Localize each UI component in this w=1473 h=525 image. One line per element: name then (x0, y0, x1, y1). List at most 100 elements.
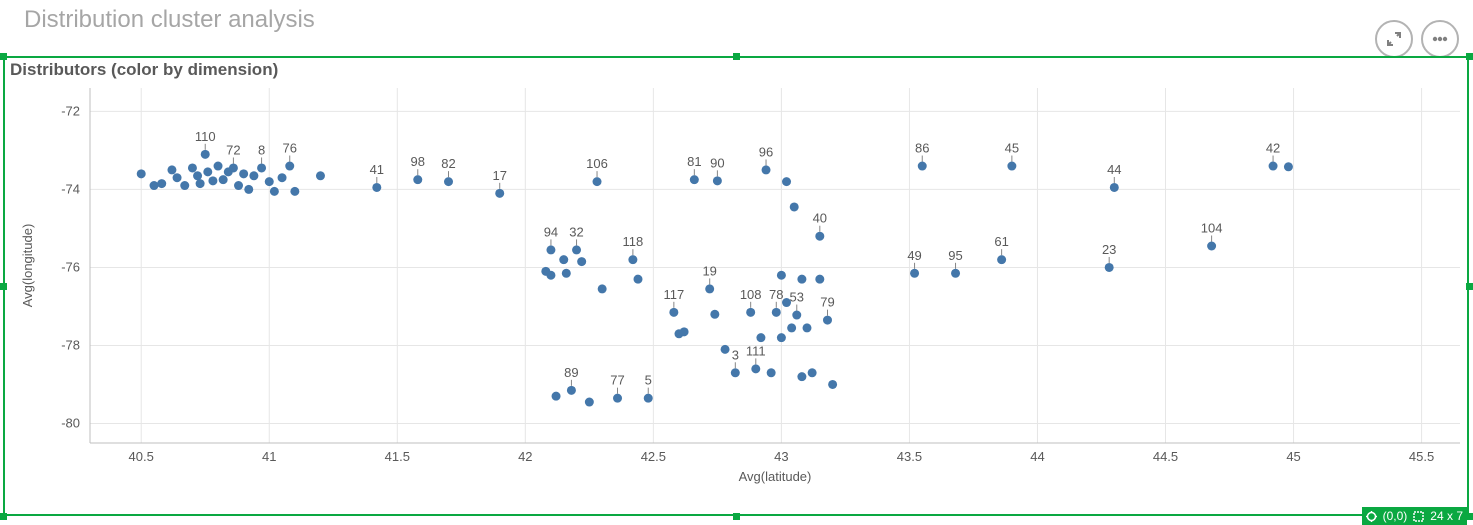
data-point[interactable] (721, 345, 730, 354)
data-point[interactable] (1207, 241, 1216, 250)
data-point[interactable] (193, 171, 202, 180)
data-point[interactable] (577, 257, 586, 266)
data-point[interactable] (690, 175, 699, 184)
data-point[interactable] (572, 245, 581, 254)
data-point[interactable] (208, 176, 217, 185)
data-point[interactable] (918, 162, 927, 171)
scatter-plot[interactable]: 40.54141.54242.54343.54444.54545.5-80-78… (90, 88, 1460, 501)
data-point[interactable] (628, 255, 637, 264)
data-point[interactable] (249, 171, 258, 180)
data-point[interactable] (797, 275, 806, 284)
data-point[interactable] (713, 176, 722, 185)
data-point[interactable] (815, 275, 824, 284)
data-point[interactable] (219, 175, 228, 184)
fullscreen-button[interactable] (1375, 20, 1413, 58)
data-point[interactable] (815, 232, 824, 241)
data-point[interactable] (495, 189, 504, 198)
x-tick-label: 44.5 (1153, 449, 1178, 464)
data-point[interactable] (239, 169, 248, 178)
data-point[interactable] (1269, 162, 1278, 171)
data-point[interactable] (188, 163, 197, 172)
data-point[interactable] (792, 311, 801, 320)
data-point[interactable] (593, 177, 602, 186)
data-point[interactable] (777, 333, 786, 342)
data-point[interactable] (567, 386, 576, 395)
data-point[interactable] (546, 271, 555, 280)
data-point[interactable] (203, 167, 212, 176)
selection-handle[interactable] (733, 53, 740, 60)
data-point[interactable] (680, 327, 689, 336)
more-options-button[interactable] (1421, 20, 1459, 58)
data-point[interactable] (1007, 162, 1016, 171)
data-point[interactable] (278, 173, 287, 182)
data-point[interactable] (644, 394, 653, 403)
data-point[interactable] (598, 284, 607, 293)
data-point[interactable] (201, 150, 210, 159)
data-point[interactable] (257, 163, 266, 172)
data-point[interactable] (767, 368, 776, 377)
data-point[interactable] (444, 177, 453, 186)
data-point[interactable] (762, 165, 771, 174)
selection-handle[interactable] (0, 513, 7, 520)
selection-handle[interactable] (733, 513, 740, 520)
data-point[interactable] (1105, 263, 1114, 272)
data-point[interactable] (270, 187, 279, 196)
data-point[interactable] (214, 162, 223, 171)
data-point[interactable] (196, 179, 205, 188)
data-point[interactable] (265, 177, 274, 186)
data-point[interactable] (585, 398, 594, 407)
data-point[interactable] (167, 165, 176, 174)
data-point[interactable] (150, 181, 159, 190)
data-point[interactable] (705, 284, 714, 293)
selection-handle[interactable] (1466, 513, 1473, 520)
data-point[interactable] (559, 255, 568, 264)
data-point[interactable] (137, 169, 146, 178)
data-point[interactable] (613, 394, 622, 403)
selection-handle[interactable] (0, 53, 7, 60)
data-point[interactable] (797, 372, 806, 381)
data-point[interactable] (562, 269, 571, 278)
data-point[interactable] (372, 183, 381, 192)
data-point[interactable] (772, 308, 781, 317)
data-point[interactable] (316, 171, 325, 180)
data-point[interactable] (751, 364, 760, 373)
data-point[interactable] (1110, 183, 1119, 192)
data-point[interactable] (823, 316, 832, 325)
data-point[interactable] (173, 173, 182, 182)
data-point[interactable] (997, 255, 1006, 264)
data-point[interactable] (244, 185, 253, 194)
data-point[interactable] (808, 368, 817, 377)
data-point[interactable] (669, 308, 678, 317)
x-tick-label: 41 (262, 449, 276, 464)
data-point[interactable] (413, 175, 422, 184)
data-point[interactable] (756, 333, 765, 342)
data-point[interactable] (731, 368, 740, 377)
data-point[interactable] (746, 308, 755, 317)
selection-handle[interactable] (1466, 283, 1473, 290)
data-point[interactable] (285, 162, 294, 171)
selection-handle[interactable] (0, 283, 7, 290)
data-point[interactable] (910, 269, 919, 278)
data-point[interactable] (787, 323, 796, 332)
data-point[interactable] (634, 275, 643, 284)
selection-handle[interactable] (1466, 53, 1473, 60)
data-point[interactable] (803, 323, 812, 332)
data-point[interactable] (782, 177, 791, 186)
data-point[interactable] (951, 269, 960, 278)
data-point[interactable] (234, 181, 243, 190)
data-point-label: 96 (759, 144, 773, 159)
data-point[interactable] (777, 271, 786, 280)
data-point-label: 111 (746, 343, 766, 358)
data-point[interactable] (552, 392, 561, 401)
data-point[interactable] (828, 380, 837, 389)
data-point[interactable] (290, 187, 299, 196)
data-point[interactable] (157, 179, 166, 188)
data-point[interactable] (1284, 162, 1293, 171)
data-point[interactable] (546, 245, 555, 254)
data-point[interactable] (229, 163, 238, 172)
data-point-label: 32 (569, 224, 583, 239)
y-tick-label: -76 (61, 259, 80, 274)
data-point[interactable] (710, 310, 719, 319)
data-point[interactable] (180, 181, 189, 190)
data-point[interactable] (790, 202, 799, 211)
